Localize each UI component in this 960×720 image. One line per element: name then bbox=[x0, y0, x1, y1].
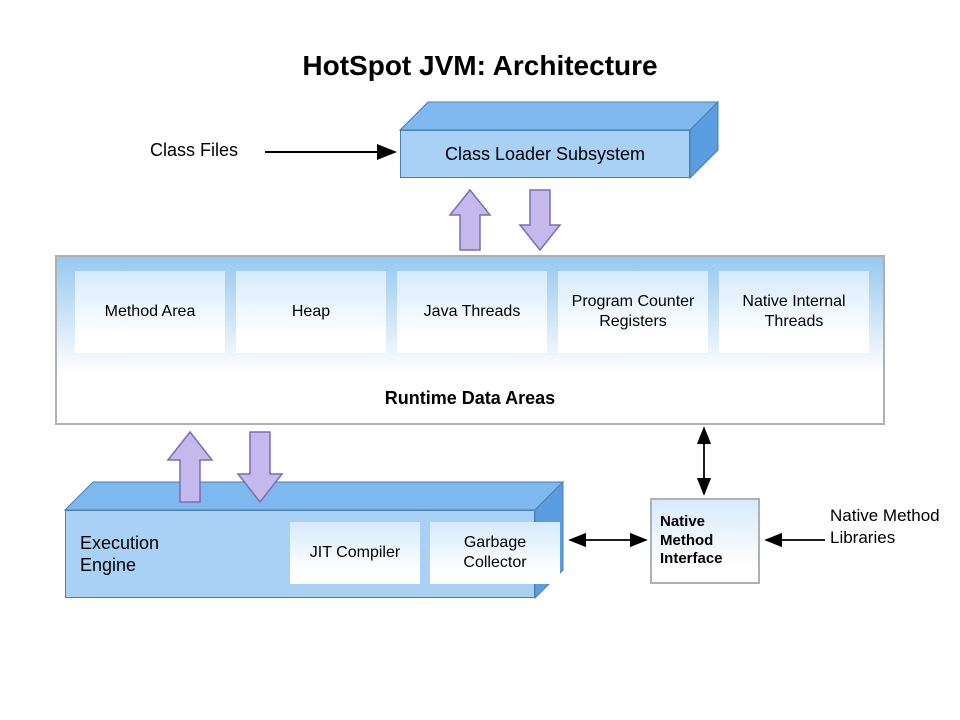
runtime-area-item: Native Internal Threads bbox=[719, 271, 869, 353]
runtime-area-item: Java Threads bbox=[397, 271, 547, 353]
block-arrow-loader-runtime-down bbox=[520, 190, 560, 250]
class-loader-box: Class Loader Subsystem bbox=[400, 130, 690, 178]
native-method-libraries-label: Native Method Libraries bbox=[830, 505, 940, 549]
runtime-data-areas-panel: Method AreaHeapJava ThreadsProgram Count… bbox=[55, 255, 885, 425]
execution-engine-label: Execution Engine bbox=[80, 532, 190, 577]
block-arrow-loader-runtime-up bbox=[450, 190, 490, 250]
runtime-data-areas-title: Runtime Data Areas bbox=[57, 388, 883, 409]
class-loader-label: Class Loader Subsystem bbox=[445, 144, 645, 165]
exec-engine-inner-item: JIT Compiler bbox=[290, 522, 420, 584]
runtime-area-item: Method Area bbox=[75, 271, 225, 353]
diagram-title: HotSpot JVM: Architecture bbox=[0, 50, 960, 82]
exec-engine-inner-item: Garbage Collector bbox=[430, 522, 560, 584]
class-files-label: Class Files bbox=[150, 140, 238, 161]
native-method-interface-box: Native Method Interface bbox=[650, 498, 760, 584]
native-method-interface-label: Native Method Interface bbox=[660, 513, 750, 569]
runtime-area-item: Heap bbox=[236, 271, 386, 353]
execution-engine-box: Execution Engine JIT CompilerGarbage Col… bbox=[65, 510, 535, 598]
runtime-area-item: Program Counter Registers bbox=[558, 271, 708, 353]
